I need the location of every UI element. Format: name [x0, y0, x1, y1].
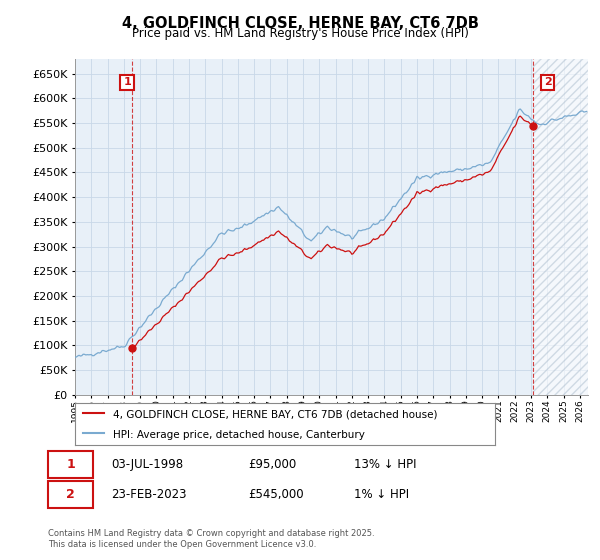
Text: 23-FEB-2023: 23-FEB-2023 [112, 488, 187, 501]
FancyBboxPatch shape [48, 481, 93, 508]
Text: Price paid vs. HM Land Registry's House Price Index (HPI): Price paid vs. HM Land Registry's House … [131, 27, 469, 40]
FancyBboxPatch shape [48, 451, 93, 478]
Text: 4, GOLDFINCH CLOSE, HERNE BAY, CT6 7DB (detached house): 4, GOLDFINCH CLOSE, HERNE BAY, CT6 7DB (… [113, 409, 437, 419]
Text: £95,000: £95,000 [248, 459, 297, 472]
Text: Contains HM Land Registry data © Crown copyright and database right 2025.
This d: Contains HM Land Registry data © Crown c… [48, 529, 374, 549]
Bar [533, 59, 600, 395]
Text: 2: 2 [67, 488, 75, 501]
Text: 4, GOLDFINCH CLOSE, HERNE BAY, CT6 7DB: 4, GOLDFINCH CLOSE, HERNE BAY, CT6 7DB [122, 16, 478, 31]
Text: 1: 1 [123, 77, 131, 87]
Text: 13% ↓ HPI: 13% ↓ HPI [354, 459, 417, 472]
Text: HPI: Average price, detached house, Canterbury: HPI: Average price, detached house, Cant… [113, 430, 365, 440]
Text: 1: 1 [67, 459, 75, 472]
Text: £545,000: £545,000 [248, 488, 304, 501]
Text: 1% ↓ HPI: 1% ↓ HPI [354, 488, 409, 501]
Bar [533, 59, 600, 395]
Text: 03-JUL-1998: 03-JUL-1998 [112, 459, 184, 472]
Text: 2: 2 [544, 77, 551, 87]
